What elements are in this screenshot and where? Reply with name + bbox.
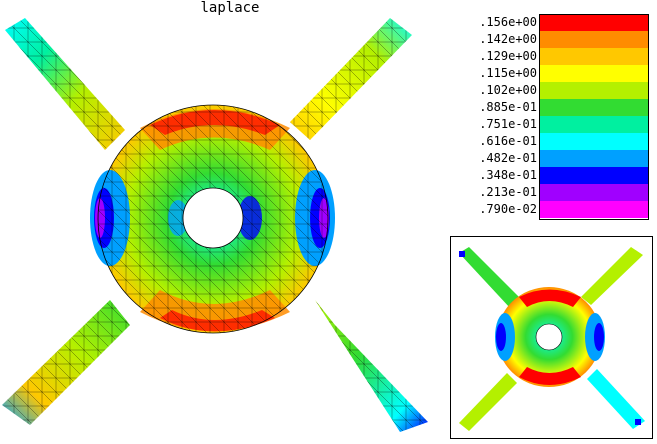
legend-row: .156e+00 [455,14,650,31]
legend-swatch [540,116,648,133]
legend-label: .129e+00 [479,49,537,63]
legend-swatch [540,14,648,31]
legend-row: .482e-01 [455,150,650,167]
legend-swatch [540,201,648,218]
legend-label: .790e-02 [479,202,537,216]
legend-label: .885e-01 [479,100,537,114]
legend-label: .213e-01 [479,185,537,199]
inset-overview [450,236,653,439]
legend-row: .790e-02 [455,201,650,218]
legend-row: .616e-01 [455,133,650,150]
central-hole [182,187,244,249]
legend-swatch [540,65,648,82]
legend-row: .129e+00 [455,48,650,65]
legend-swatch [540,167,648,184]
legend-swatch [540,31,648,48]
legend-row: .751e-01 [455,116,650,133]
legend-label: .751e-01 [479,117,537,131]
legend-row: .213e-01 [455,184,650,201]
legend-row: .115e+00 [455,65,650,82]
legend-frame [539,14,649,220]
legend-swatch [540,82,648,99]
plot-title: laplace [200,0,260,16]
legend-label: .482e-01 [479,151,537,165]
legend-row: .142e+00 [455,31,650,48]
legend-label: .115e+00 [479,66,537,80]
legend-label: .142e+00 [479,32,537,46]
main-contour-plot [2,18,428,432]
inset-contour-plot [459,247,645,431]
legend-label: .616e-01 [479,134,537,148]
legend-swatch [540,133,648,150]
legend-row: .885e-01 [455,99,650,116]
legend-row: .348e-01 [455,167,650,184]
legend-swatch [540,99,648,116]
legend-row: .102e+00 [455,82,650,99]
legend-label: .156e+00 [479,15,537,29]
legend-swatch [540,184,648,201]
legend-label: .102e+00 [479,83,537,97]
legend-swatch [540,150,648,167]
legend-swatch [540,48,648,65]
legend-label: .348e-01 [479,168,537,182]
